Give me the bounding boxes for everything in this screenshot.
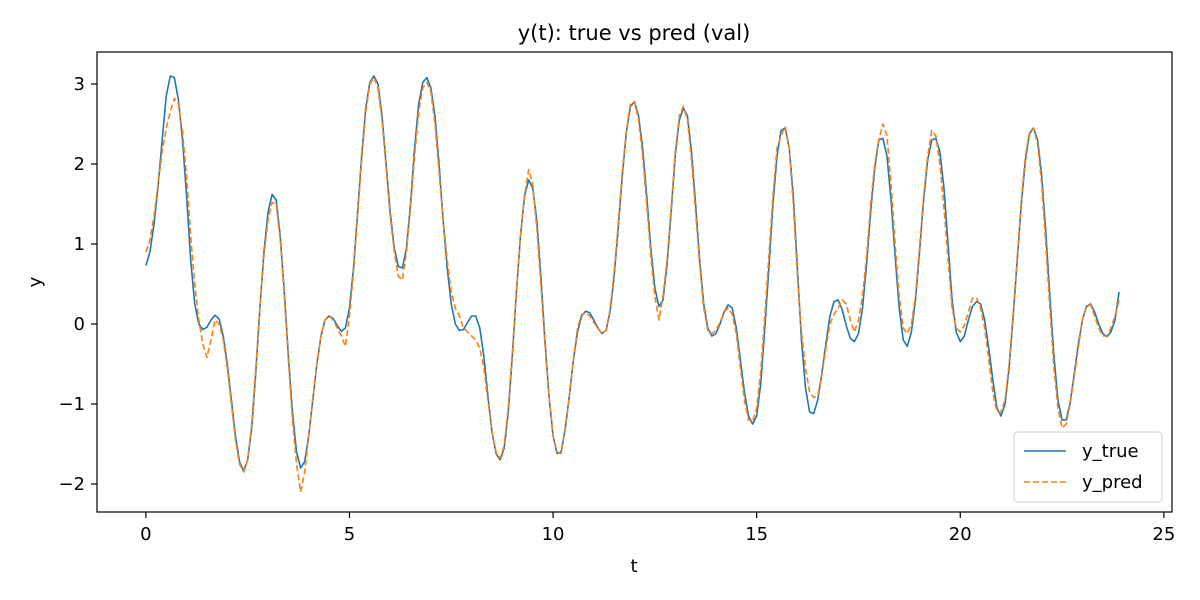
x-axis-ticks: 0 5 10 15 20 25 [140,512,1175,545]
y-tick-label: 2 [74,154,85,175]
legend-label-y-true: y_true [1082,441,1139,462]
x-tick-label: 5 [344,524,355,545]
y-tick-label: 3 [74,74,85,95]
x-tick-label: 25 [1152,524,1175,545]
y-axis-label: y [25,276,46,287]
x-tick-label: 15 [745,524,768,545]
x-tick-label: 0 [140,524,151,545]
y-axis-ticks: −2 −1 0 1 2 3 [58,74,97,495]
series-line-y-true [145,75,1120,472]
series-line-y-pred [145,76,1120,493]
y-tick-label: −1 [58,394,85,415]
x-axis-label: t [630,556,637,577]
series-layer [145,75,1120,493]
y-tick-label: −2 [58,474,85,495]
legend-label-y-pred: y_pred [1082,472,1143,493]
legend: y_true y_pred [1013,431,1163,503]
plot-frame [96,51,1173,513]
x-tick-label: 10 [542,524,565,545]
y-tick-label: 1 [74,234,85,255]
y-tick-label: 0 [74,314,85,335]
legend-box [1013,431,1163,503]
x-tick-label: 20 [949,524,972,545]
chart-title: y(t): true vs pred (val) [518,21,751,45]
